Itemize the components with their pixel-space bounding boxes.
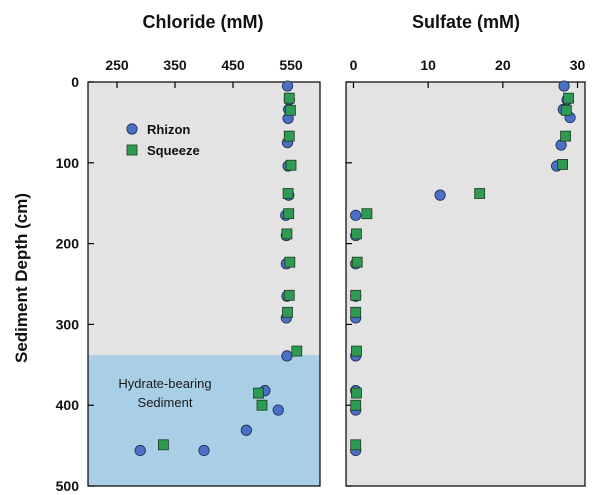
sulfate-x-tick-label: 10 xyxy=(420,57,436,73)
y-tick-label: 0 xyxy=(71,74,79,90)
chloride-squeeze-point xyxy=(283,289,295,301)
sulfate-squeeze-point xyxy=(351,345,362,357)
y-tick-label: 300 xyxy=(56,316,80,332)
y-tick-label: 400 xyxy=(56,397,80,413)
sulfate-panel-frame xyxy=(345,81,586,487)
hydrate-zone xyxy=(88,355,320,486)
chloride-rhizon-point xyxy=(240,424,252,436)
sulfate-squeeze-point xyxy=(351,387,362,399)
y-tick-label: 100 xyxy=(56,155,80,171)
chloride-rhizon-point xyxy=(272,404,284,416)
y-axis-label: Sediment Depth (cm) xyxy=(12,193,31,363)
legend-rhizon-marker xyxy=(126,123,138,135)
sulfate-squeeze-point xyxy=(560,104,572,116)
sulfate-panel-background xyxy=(346,82,585,486)
sulfate-x-tick-label: 0 xyxy=(350,57,358,73)
chloride-squeeze-point xyxy=(283,208,295,220)
sulfate-squeeze-point xyxy=(557,159,568,170)
chloride-panel-title: Chloride (mM) xyxy=(143,12,264,32)
legend-squeeze-marker xyxy=(126,144,138,156)
chloride-panel-frame xyxy=(87,81,321,487)
chloride-rhizon-point xyxy=(281,80,294,92)
chloride-rhizon-point xyxy=(281,350,293,362)
sulfate-squeeze-point xyxy=(350,306,362,318)
hydrate-annotation-line2: Sediment xyxy=(138,395,193,410)
chloride-squeeze-point xyxy=(283,130,295,142)
sulfate-squeeze-point xyxy=(563,92,574,104)
chloride-x-tick-label: 350 xyxy=(163,57,187,73)
sulfate-rhizon-point xyxy=(558,80,570,92)
sulfate-squeeze-point xyxy=(350,289,362,301)
chloride-x-tick-label: 550 xyxy=(279,57,303,73)
y-tick-label: 500 xyxy=(56,478,80,494)
chloride-squeeze-point xyxy=(283,92,295,104)
sulfate-squeeze-point xyxy=(361,208,373,220)
sulfate-squeeze-point xyxy=(560,130,571,142)
sulfate-squeeze-point xyxy=(350,399,362,411)
chloride-squeeze-point xyxy=(256,399,268,411)
sulfate-squeeze-point xyxy=(474,188,486,199)
sulfate-squeeze-point xyxy=(351,256,363,268)
chloride-squeeze-point xyxy=(253,387,264,399)
sulfate-squeeze-point xyxy=(351,228,362,240)
chloride-squeeze-point xyxy=(282,188,294,199)
chloride-squeeze-point xyxy=(157,439,169,451)
chloride-squeeze-point xyxy=(282,306,293,318)
chloride-rhizon-point xyxy=(198,444,210,457)
legend-squeeze-label: Squeeze xyxy=(147,143,200,158)
sulfate-panel-title: Sulfate (mM) xyxy=(412,12,520,32)
sulfate-rhizon-point xyxy=(350,209,362,221)
hydrate-annotation-line1: Hydrate-bearing xyxy=(118,376,211,391)
chloride-x-tick-label: 450 xyxy=(221,57,245,73)
y-tick-label: 200 xyxy=(56,236,80,252)
chloride-squeeze-point xyxy=(291,345,303,357)
sulfate-rhizon-point xyxy=(434,189,446,201)
chloride-squeeze-point xyxy=(284,256,296,268)
chloride-squeeze-point xyxy=(285,159,297,171)
chloride-squeeze-point xyxy=(285,104,296,116)
legend-rhizon-label: Rhizon xyxy=(147,122,190,137)
chloride-squeeze-point xyxy=(281,228,293,240)
sulfate-x-tick-label: 20 xyxy=(495,57,511,73)
chloride-x-tick-label: 250 xyxy=(105,57,129,73)
sulfate-x-tick-label: 30 xyxy=(570,57,586,73)
chloride-rhizon-point xyxy=(134,444,146,457)
sulfate-squeeze-point xyxy=(350,439,362,451)
